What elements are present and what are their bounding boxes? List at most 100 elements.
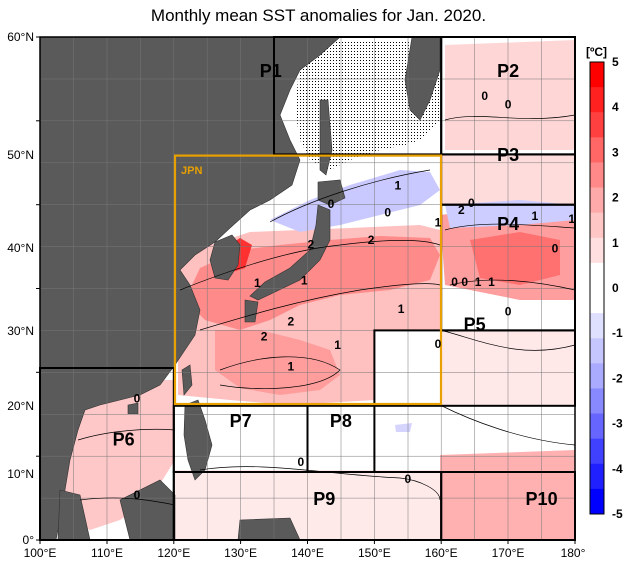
contour-value-label: 1 <box>254 276 261 290</box>
contour-value-label: 2 <box>458 203 465 217</box>
colorbar-swatch <box>590 162 604 189</box>
lon-label-100: 100°E <box>24 546 57 560</box>
lat-label-50: 50°N <box>7 148 34 162</box>
colorbar-swatch <box>590 363 604 389</box>
colorbar-swatch <box>590 187 604 214</box>
grid-lines <box>40 37 575 540</box>
colorbar-swatch <box>590 338 604 364</box>
contour-value-label: 1 <box>398 302 405 316</box>
contour-value-label: 0 <box>297 455 304 469</box>
lon-label-160: 160°E <box>425 546 458 560</box>
region-label-p4: P4 <box>497 214 519 234</box>
region-label-p10: P10 <box>526 489 558 509</box>
contour-value-label: 1 <box>394 179 401 193</box>
warm-anomaly-p5 <box>440 330 575 405</box>
contour-value-label: 1 <box>475 275 482 289</box>
colorbar-swatch <box>590 62 604 88</box>
warm-anomaly-east-china-sea <box>215 330 340 395</box>
colorbar <box>589 61 605 515</box>
contour-value-label: 2 <box>308 237 315 251</box>
region-label-p1: P1 <box>260 61 282 81</box>
land-hokkaido <box>317 179 346 206</box>
contour-value-label: 2 <box>287 314 294 328</box>
contour-value-label: 0 <box>328 197 335 211</box>
region-label-p9: P9 <box>313 489 335 509</box>
colorbar-swatch <box>590 313 604 339</box>
lat-label-10: 10°N <box>7 467 34 481</box>
colorbar-frame <box>589 61 605 515</box>
lon-label-120: 120°E <box>157 546 190 560</box>
colorbar-labels: 5 4 3 2 1 0 -1 -2 -3 -4 -5 <box>612 55 623 521</box>
contour-value-label: 0 <box>461 275 468 289</box>
contour-value-label: 1 <box>435 215 442 229</box>
land-korea <box>209 234 241 281</box>
contour-value-label: 1 <box>568 212 575 226</box>
lon-label-170: 170°E <box>492 546 525 560</box>
contour-value-label: 0 <box>505 97 512 111</box>
region-label-p3: P3 <box>497 145 519 165</box>
contour-value-label: 1 <box>532 209 539 223</box>
contour-value-label: 2 <box>368 233 375 247</box>
lat-label-20: 20°N <box>7 399 34 413</box>
contour-value-label: 0 <box>451 275 458 289</box>
map-title: Monthly mean SST anomalies for Jan. 2020… <box>150 6 487 25</box>
colorbar-tick-label: 5 <box>612 55 619 69</box>
colorbar-swatch <box>590 87 604 113</box>
colorbar-swatch <box>590 413 604 440</box>
region-label-p5: P5 <box>464 314 486 334</box>
cool-anomaly-okhotsk-south <box>270 170 440 232</box>
region-label-p7: P7 <box>230 411 252 431</box>
land-kamchatka <box>404 36 441 121</box>
colorbar-tick-label: 4 <box>612 100 619 114</box>
contour-value-label: 0 <box>404 472 411 486</box>
colorbar-tick-label: -5 <box>612 507 623 521</box>
region-label-p6: P6 <box>113 429 135 449</box>
colorbar-tick-label: 0 <box>612 281 619 295</box>
colorbar-tick-label: 2 <box>612 191 619 205</box>
colorbar-swatch <box>590 388 604 415</box>
land-kyushu <box>244 299 259 323</box>
colorbar-tick-label: -3 <box>612 417 623 431</box>
colorbar-swatch <box>590 463 604 490</box>
lon-label-150: 150°E <box>358 546 391 560</box>
lat-label-0: 0° <box>23 533 35 547</box>
colorbar-swatch <box>590 237 604 264</box>
colorbar-swatch <box>590 488 604 515</box>
colorbar-tick-label: -4 <box>612 462 623 476</box>
contour-value-label: 1 <box>287 360 294 374</box>
region-label-p2: P2 <box>497 61 519 81</box>
contour-value-label: 0 <box>134 488 141 502</box>
contour-value-label: 0 <box>552 241 559 255</box>
lon-label-130: 130°E <box>224 546 257 560</box>
contour-value-label: 0 <box>505 304 512 318</box>
colorbar-swatch <box>590 212 604 239</box>
colorbar-swatch <box>590 262 604 289</box>
colorbar-tick-label: -2 <box>612 371 623 385</box>
colorbar-swatch <box>590 137 604 163</box>
lat-label-40: 40°N <box>7 241 34 255</box>
contour-lines <box>77 114 576 506</box>
land-borneo <box>119 479 176 541</box>
longitude-labels: 100°E 110°E 120°E 130°E 140°E 150°E 160°… <box>24 546 586 560</box>
contour-value-label: 2 <box>261 329 268 343</box>
land-new-guinea <box>237 517 301 541</box>
land-honshu <box>249 204 331 301</box>
contour-value-label: 0 <box>134 392 141 406</box>
contour-value-label: 0 <box>468 196 475 210</box>
colorbar-swatch <box>590 438 604 465</box>
axis-tick-marks <box>36 36 576 544</box>
lon-label-110: 110°E <box>91 546 123 560</box>
region-labels: P1 P2 P3 P4 P5 P6 P7 P8 P9 P10 <box>113 61 558 509</box>
region-label-p8: P8 <box>330 411 352 431</box>
jpn-box <box>173 154 443 406</box>
latitude-labels: 60°N 50°N 40°N 30°N 20°N 10°N 0° <box>7 30 34 547</box>
cool-anomaly-p4-north <box>445 200 575 228</box>
contour-value-label: 0 <box>384 205 391 219</box>
lat-label-60: 60°N <box>7 30 34 44</box>
lon-label-140: 140°E <box>291 546 324 560</box>
lon-label-180: 180° <box>561 546 586 560</box>
jpn-label: JPN <box>181 165 202 177</box>
lat-label-30: 30°N <box>7 324 34 338</box>
